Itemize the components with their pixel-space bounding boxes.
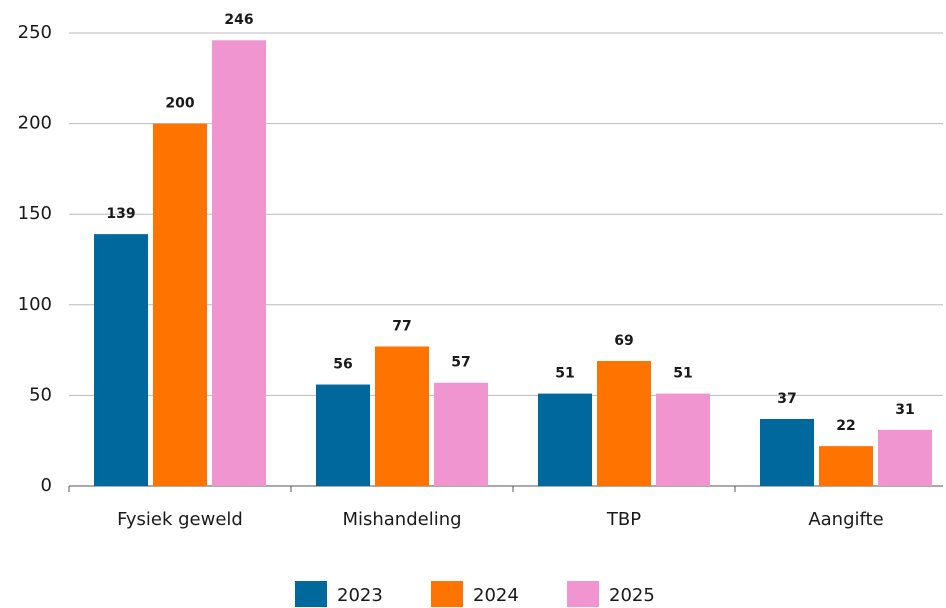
bar: [538, 393, 592, 486]
value-label: 57: [451, 355, 470, 371]
y-tick-label: 100: [18, 294, 52, 315]
bar: [819, 446, 873, 486]
bar: [656, 393, 710, 486]
bar: [375, 346, 429, 486]
legend-label: 2024: [473, 585, 519, 606]
value-label: 200: [165, 96, 194, 112]
y-tick-label: 0: [41, 475, 52, 496]
legend-swatch: [431, 581, 463, 607]
bar: [597, 360, 651, 486]
y-tick-label: 150: [18, 203, 52, 224]
x-tick-label: Fysiek geweld: [117, 509, 243, 530]
bar: [434, 382, 488, 486]
x-tick-label: Mishandeling: [342, 509, 461, 530]
value-label: 37: [777, 391, 796, 407]
y-tick-label: 50: [29, 384, 52, 405]
value-label: 246: [224, 12, 253, 28]
value-label: 69: [614, 333, 633, 349]
bar: [212, 40, 266, 487]
value-label: 56: [333, 357, 352, 373]
bar: [153, 123, 207, 486]
value-label: 139: [106, 206, 135, 222]
y-tick-label: 200: [18, 113, 52, 134]
x-tick-label: TBP: [606, 509, 641, 530]
value-label: 22: [836, 418, 855, 434]
legend-label: 2025: [609, 585, 655, 606]
legend-label: 2023: [337, 585, 383, 606]
x-tick-label: Aangifte: [808, 509, 883, 530]
bar: [94, 234, 148, 486]
value-label: 31: [895, 402, 914, 418]
value-label: 51: [673, 366, 692, 382]
bar: [760, 418, 814, 486]
bar: [316, 384, 370, 486]
value-label: 77: [392, 318, 411, 334]
value-label: 51: [555, 366, 574, 382]
y-tick-label: 250: [18, 22, 52, 43]
legend-swatch: [295, 581, 327, 607]
bar: [878, 429, 932, 486]
legend-swatch: [567, 581, 599, 607]
